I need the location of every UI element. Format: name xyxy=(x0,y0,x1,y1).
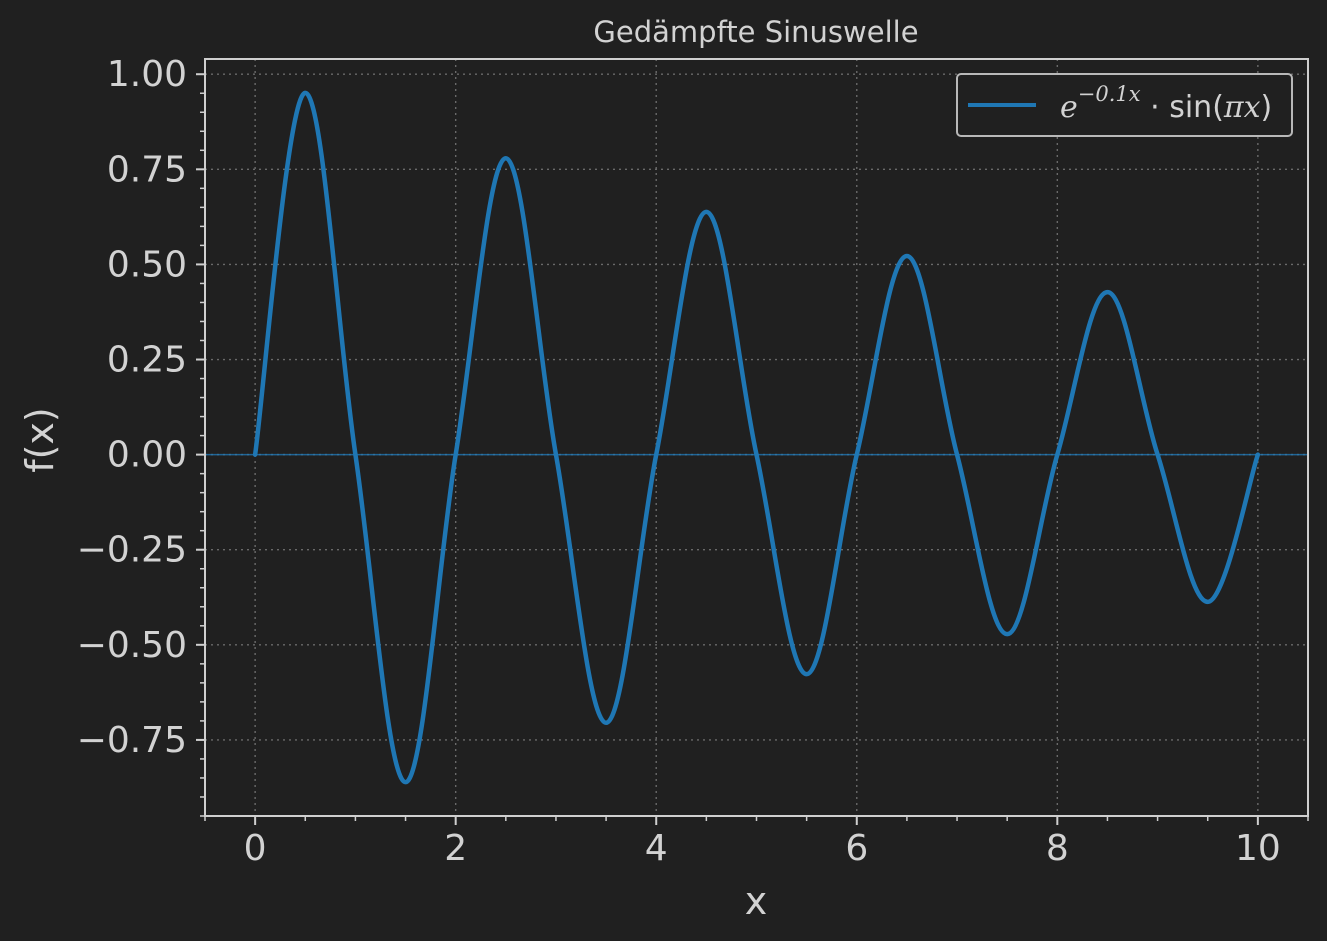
y-tick-label: 0.50 xyxy=(107,244,187,285)
x-tick-label: 4 xyxy=(645,828,668,869)
legend-exponent: −0.1x xyxy=(1078,82,1141,106)
x-tick-label: 6 xyxy=(845,828,868,869)
y-tick-label: −0.25 xyxy=(77,530,187,571)
x-tick-label: 10 xyxy=(1235,828,1281,869)
y-tick-label: 0.00 xyxy=(107,435,187,476)
legend-close: ) xyxy=(1261,90,1273,125)
y-tick-label: −0.50 xyxy=(77,625,187,666)
series-layer xyxy=(252,90,1261,785)
y-tick-label: 0.75 xyxy=(107,149,187,190)
legend-rest: · sin( xyxy=(1141,90,1224,125)
legend-label: e−0.1x · sin(πx) xyxy=(1060,82,1272,125)
legend-var: πx xyxy=(1223,90,1261,125)
x-tick-label: 0 xyxy=(244,828,267,869)
ticks: 0 2 4 6 8 10 1.00 0.75 0.50 0.25 0.00 −0.25 −0.50 −0.… xyxy=(77,54,1309,869)
y-axis-label: f(x) xyxy=(18,407,62,473)
x-axis-label: x xyxy=(745,879,768,923)
x-tick-label: 8 xyxy=(1046,828,1069,869)
legend-base: e xyxy=(1060,90,1078,125)
y-tick-label: 1.00 xyxy=(107,54,187,95)
chart-title: Gedämpfte Sinuswelle xyxy=(593,15,918,49)
y-tick-label: −0.75 xyxy=(77,720,187,761)
x-tick-label: 2 xyxy=(444,828,467,869)
series-line xyxy=(252,90,1261,785)
legend-box xyxy=(956,73,1293,137)
y-tick-label: 0.25 xyxy=(107,340,187,381)
legend: e−0.1x · sin(πx) xyxy=(956,73,1293,137)
